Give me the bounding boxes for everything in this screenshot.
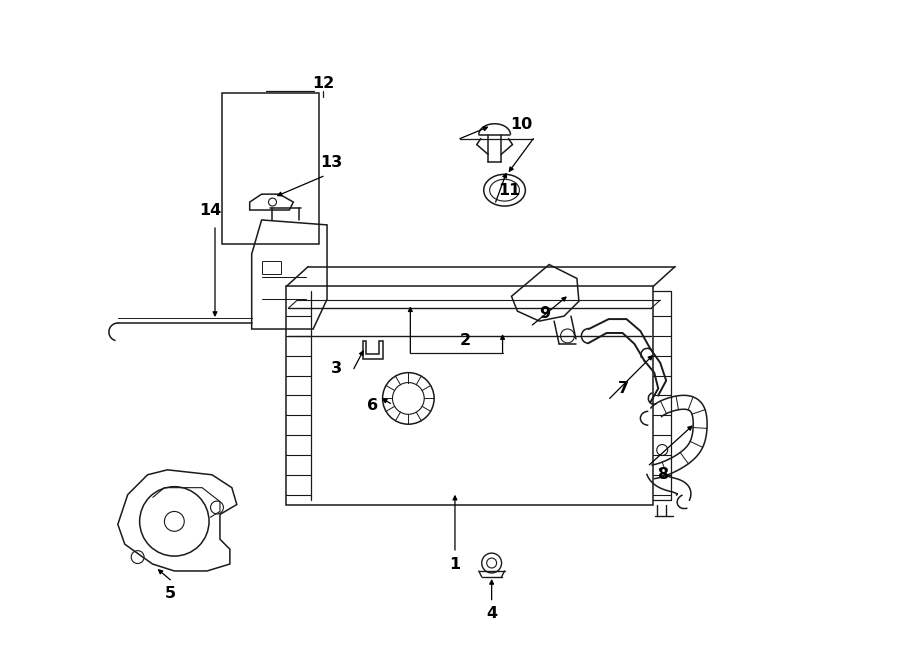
Text: 8: 8: [658, 467, 669, 483]
Bar: [262, 260, 282, 274]
Text: 3: 3: [330, 361, 341, 376]
Text: 4: 4: [486, 606, 497, 621]
Text: 6: 6: [367, 398, 378, 413]
Bar: [222, 93, 320, 244]
Text: 10: 10: [510, 117, 533, 132]
Text: 7: 7: [618, 381, 629, 396]
Text: 1: 1: [449, 557, 461, 572]
Bar: [286, 286, 653, 504]
Text: 12: 12: [312, 75, 334, 91]
Text: 5: 5: [165, 586, 176, 602]
Text: 13: 13: [320, 155, 342, 170]
Text: 2: 2: [459, 333, 471, 348]
Text: 11: 11: [499, 182, 520, 198]
Text: 9: 9: [538, 305, 550, 321]
Text: 14: 14: [199, 202, 221, 217]
